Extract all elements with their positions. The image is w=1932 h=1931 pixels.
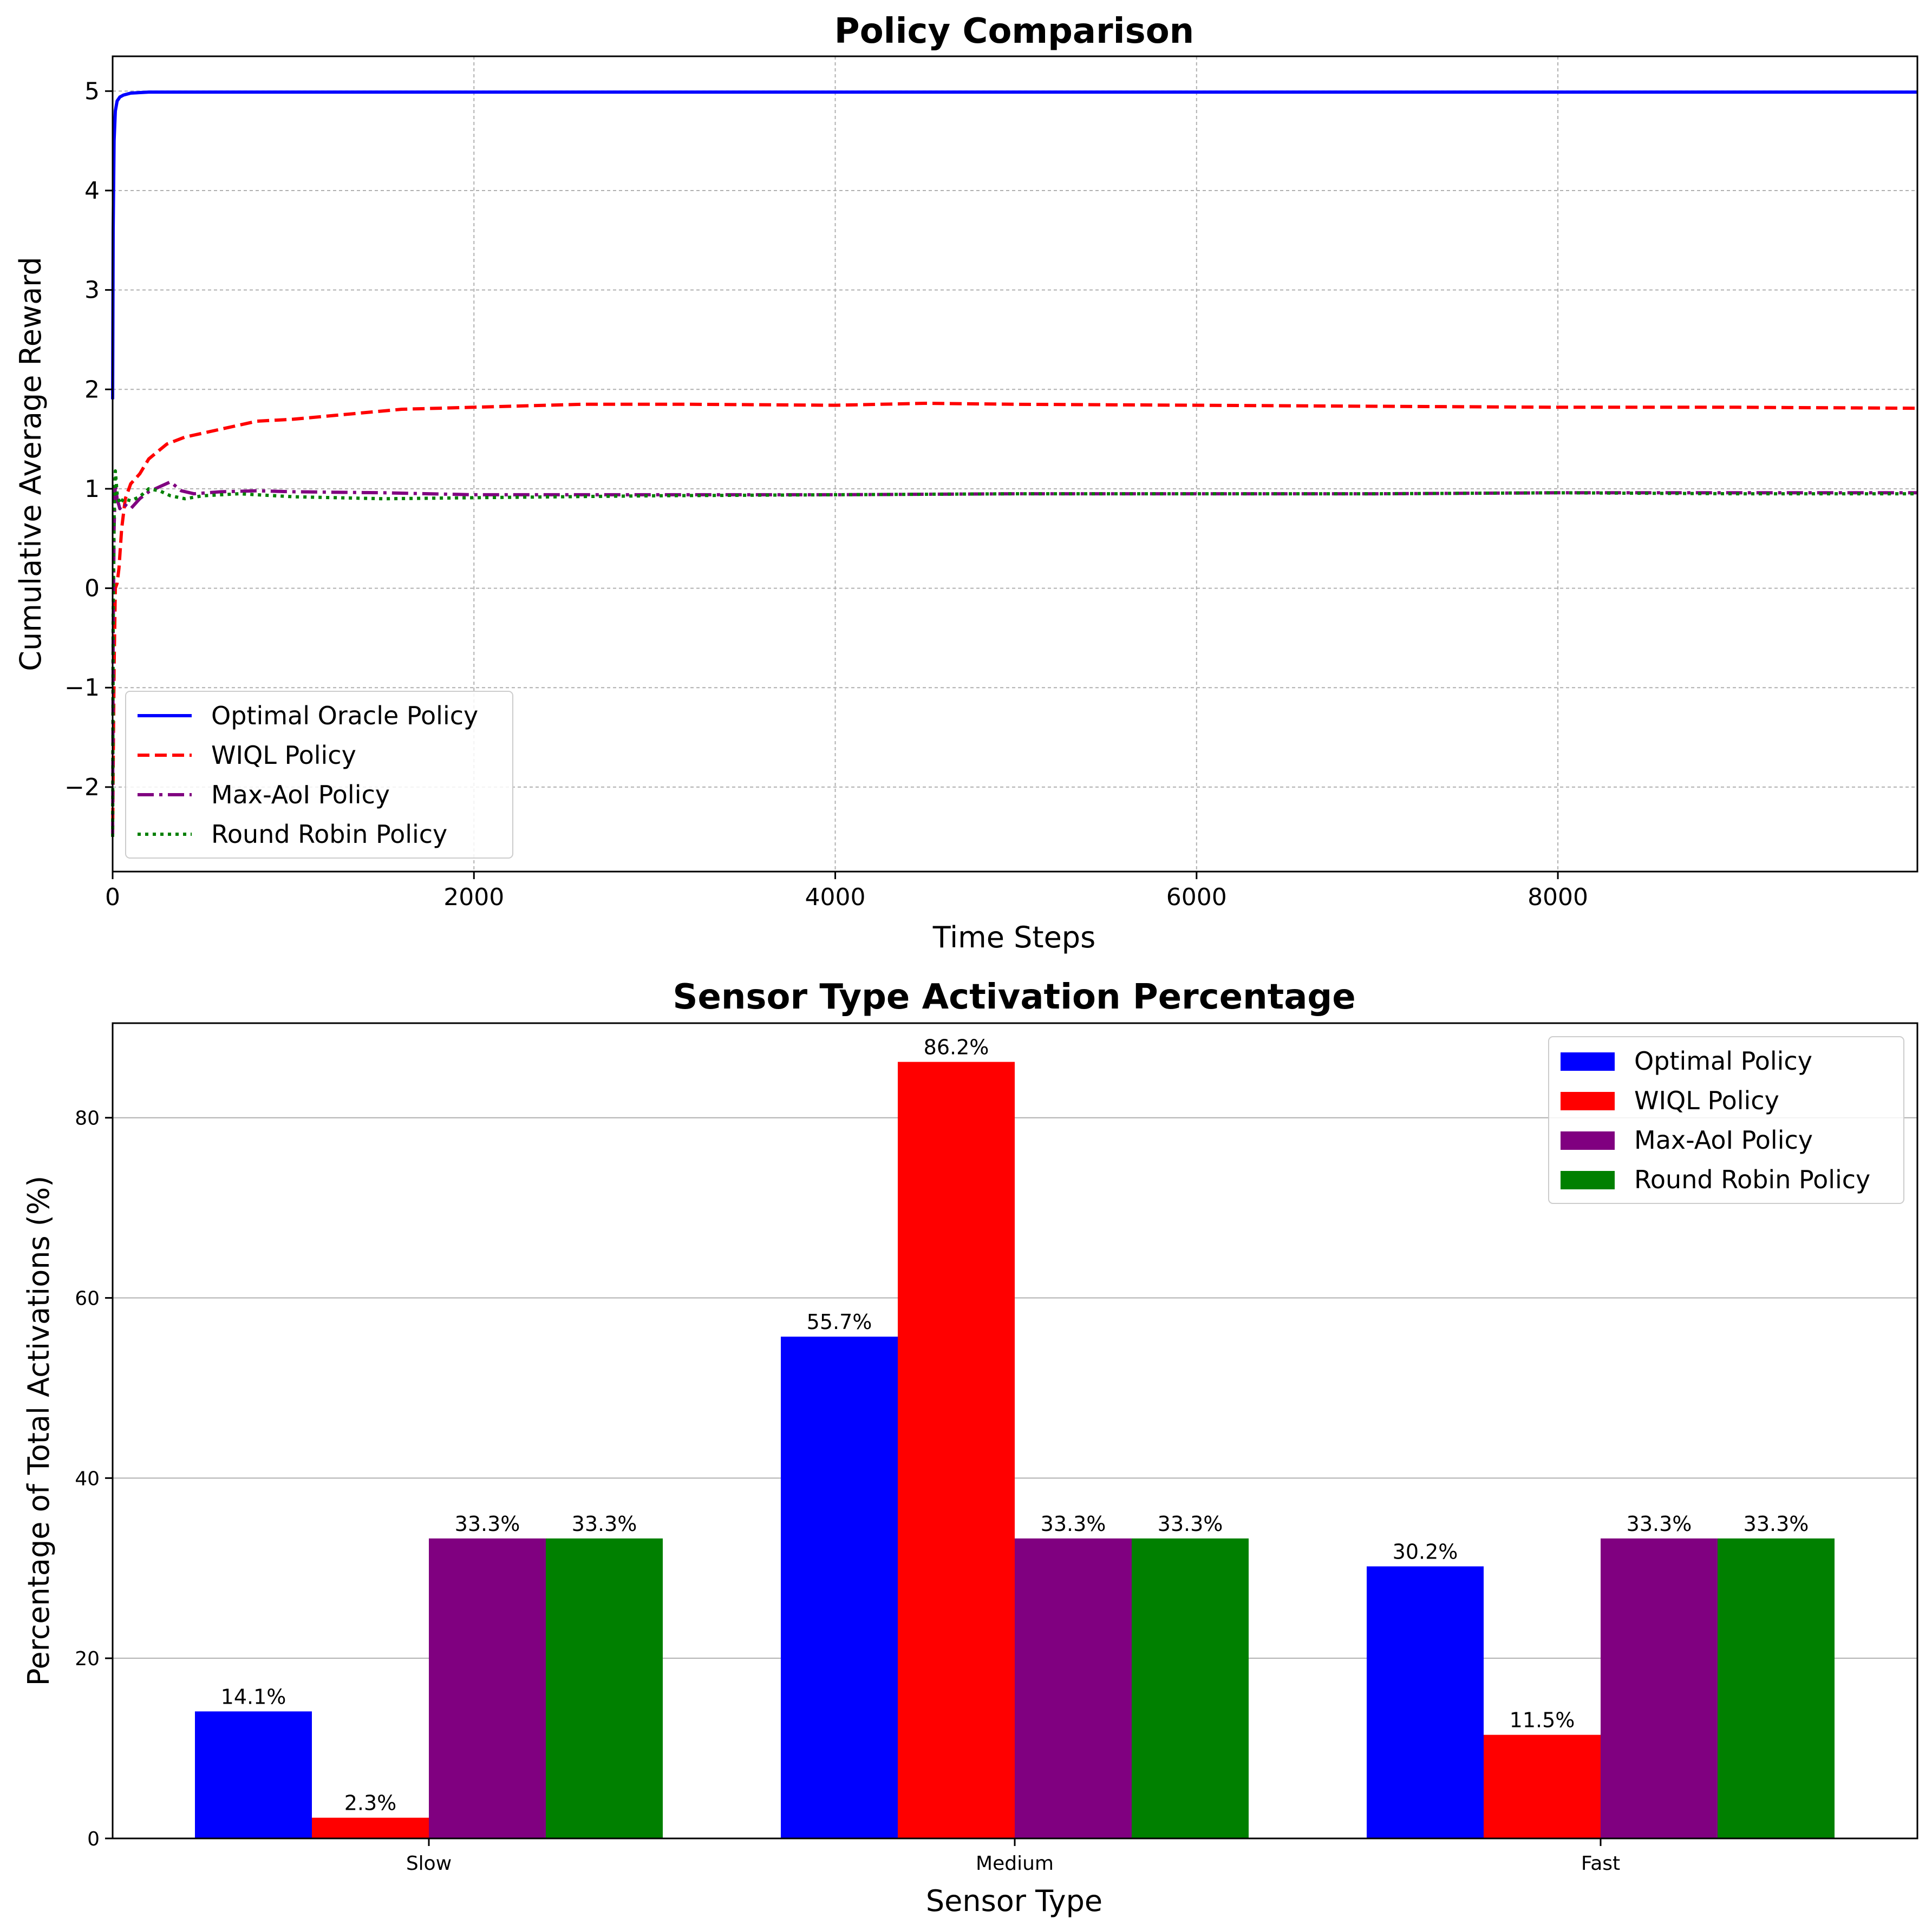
- chart2-data-label: 33.3%: [1744, 1512, 1809, 1536]
- chart1-legend-label-3: Round Robin Policy: [211, 820, 447, 849]
- chart2-bar-fast-0: [1367, 1566, 1484, 1838]
- chart1-legend-label-1: WIQL Policy: [211, 741, 356, 770]
- chart1-series-lines: [111, 90, 1918, 837]
- chart1-y-axis-label: Cumulative Average Reward: [14, 257, 48, 671]
- chart1-y-tick-label: 5: [84, 77, 100, 105]
- sensor-activation-chart: Sensor Type Activation Percentage 14.1% 2…: [22, 977, 1918, 1918]
- chart2-legend-label-2: Max-AoI Policy: [1634, 1125, 1813, 1155]
- chart2-data-label: 2.3%: [344, 1791, 397, 1815]
- policy-comparison-chart: Policy Comparison 0 2000 4000 6000 8000−2−10…: [14, 11, 1918, 954]
- chart2-legend-swatch-3: [1561, 1171, 1615, 1189]
- chart1-series-line-1: [111, 402, 1918, 837]
- chart2-legend-label-0: Optimal Policy: [1634, 1046, 1812, 1076]
- chart2-legend-swatch-1: [1561, 1092, 1615, 1110]
- chart1-legend: Optimal Oracle Policy WIQL Policy Max-AoI …: [125, 691, 513, 859]
- chart2-legend: Optimal Policy WIQL Policy Max-AoI Policy R…: [1548, 1036, 1904, 1204]
- chart1-x-tick-label: 8000: [1528, 883, 1588, 911]
- chart1-y-tick-label: 0: [84, 575, 100, 603]
- chart1-y-tick-label: 4: [84, 177, 100, 205]
- chart1-series-line-0: [111, 90, 1917, 400]
- chart2-legend-swatch-2: [1561, 1131, 1615, 1150]
- chart2-y-tick-label: 40: [75, 1468, 100, 1490]
- chart2-y-tick-label: 60: [75, 1288, 100, 1310]
- chart2-bar-fast-2: [1601, 1538, 1718, 1838]
- chart2-y-tick-label: 20: [75, 1648, 100, 1670]
- chart2-bars: 14.1% 2.3% 33.3% 33.3% 55.7% 86.2% 33.3% 33.3% 3…: [195, 1036, 1835, 1838]
- chart2-bar-slow-2: [429, 1538, 546, 1838]
- chart1-legend-label-2: Max-AoI Policy: [211, 780, 390, 809]
- chart2-data-label: 14.1%: [221, 1685, 286, 1709]
- chart2-bar-medium-3: [1132, 1538, 1249, 1838]
- chart1-title: Policy Comparison: [834, 11, 1194, 51]
- chart2-data-label: 30.2%: [1393, 1540, 1458, 1563]
- chart1-y-tick-label: −1: [64, 674, 100, 702]
- chart2-data-label: 33.3%: [572, 1512, 637, 1536]
- chart2-x-tick-label: Fast: [1581, 1853, 1620, 1875]
- chart2-y-axis-label: Percentage of Total Activations (%): [22, 1176, 56, 1686]
- chart1-legend-box: [125, 691, 513, 859]
- chart1-y-tick-label: 2: [84, 376, 100, 403]
- chart2-data-label: 55.7%: [807, 1310, 872, 1334]
- chart2-x-tick-label: Medium: [976, 1853, 1054, 1875]
- chart2-bar-slow-0: [195, 1711, 312, 1838]
- chart2-x-tick-label: Slow: [406, 1853, 452, 1875]
- chart2-bar-slow-3: [546, 1538, 663, 1838]
- chart1-x-tick-label: 0: [105, 883, 120, 911]
- chart1-y-tick-label: −2: [64, 774, 100, 801]
- chart1-ticks: 0 2000 4000 6000 8000 −2 −1 0 1 2 3 4 5: [64, 77, 1588, 911]
- chart2-title: Sensor Type Activation Percentage: [673, 977, 1355, 1017]
- chart2-data-label: 11.5%: [1510, 1709, 1575, 1732]
- chart2-legend-label-1: WIQL Policy: [1634, 1086, 1779, 1115]
- chart1-plot-frame: [112, 55, 1918, 873]
- chart2-bar-medium-1: [898, 1062, 1015, 1838]
- chart1-legend-label-0: Optimal Oracle Policy: [211, 701, 478, 730]
- chart2-bar-medium-0: [781, 1337, 898, 1838]
- chart2-data-label: 33.3%: [455, 1512, 520, 1536]
- chart2-legend-swatch-0: [1561, 1052, 1615, 1071]
- chart2-data-label: 33.3%: [1627, 1512, 1692, 1536]
- chart2-y-tick-label: 0: [87, 1828, 100, 1850]
- chart2-bar-medium-2: [1015, 1538, 1132, 1838]
- chart2-bar-fast-1: [1484, 1734, 1601, 1838]
- chart2-y-tick-label: 80: [75, 1108, 100, 1130]
- chart2-bar-fast-3: [1718, 1538, 1835, 1838]
- chart2-x-axis-label: Sensor Type: [926, 1884, 1102, 1918]
- chart1-x-tick-label: 6000: [1166, 883, 1227, 911]
- chart1-y-tick-label: 1: [84, 475, 100, 503]
- chart1-x-tick-label: 2000: [443, 883, 504, 911]
- chart2-ticks: 0 20 40 60 80 Slow Medium Fast: [75, 1108, 1620, 1875]
- chart2-data-label: 33.3%: [1041, 1512, 1106, 1536]
- chart2-legend-label-3: Round Robin Policy: [1634, 1165, 1870, 1194]
- chart2-legend-box: [1548, 1036, 1904, 1204]
- chart2-bar-slow-1: [312, 1817, 429, 1838]
- chart1-x-tick-label: 4000: [805, 883, 866, 911]
- chart2-data-label: 86.2%: [924, 1036, 989, 1059]
- chart2-data-label: 33.3%: [1158, 1512, 1223, 1536]
- chart1-y-tick-label: 3: [84, 277, 100, 304]
- chart1-x-axis-label: Time Steps: [932, 920, 1095, 954]
